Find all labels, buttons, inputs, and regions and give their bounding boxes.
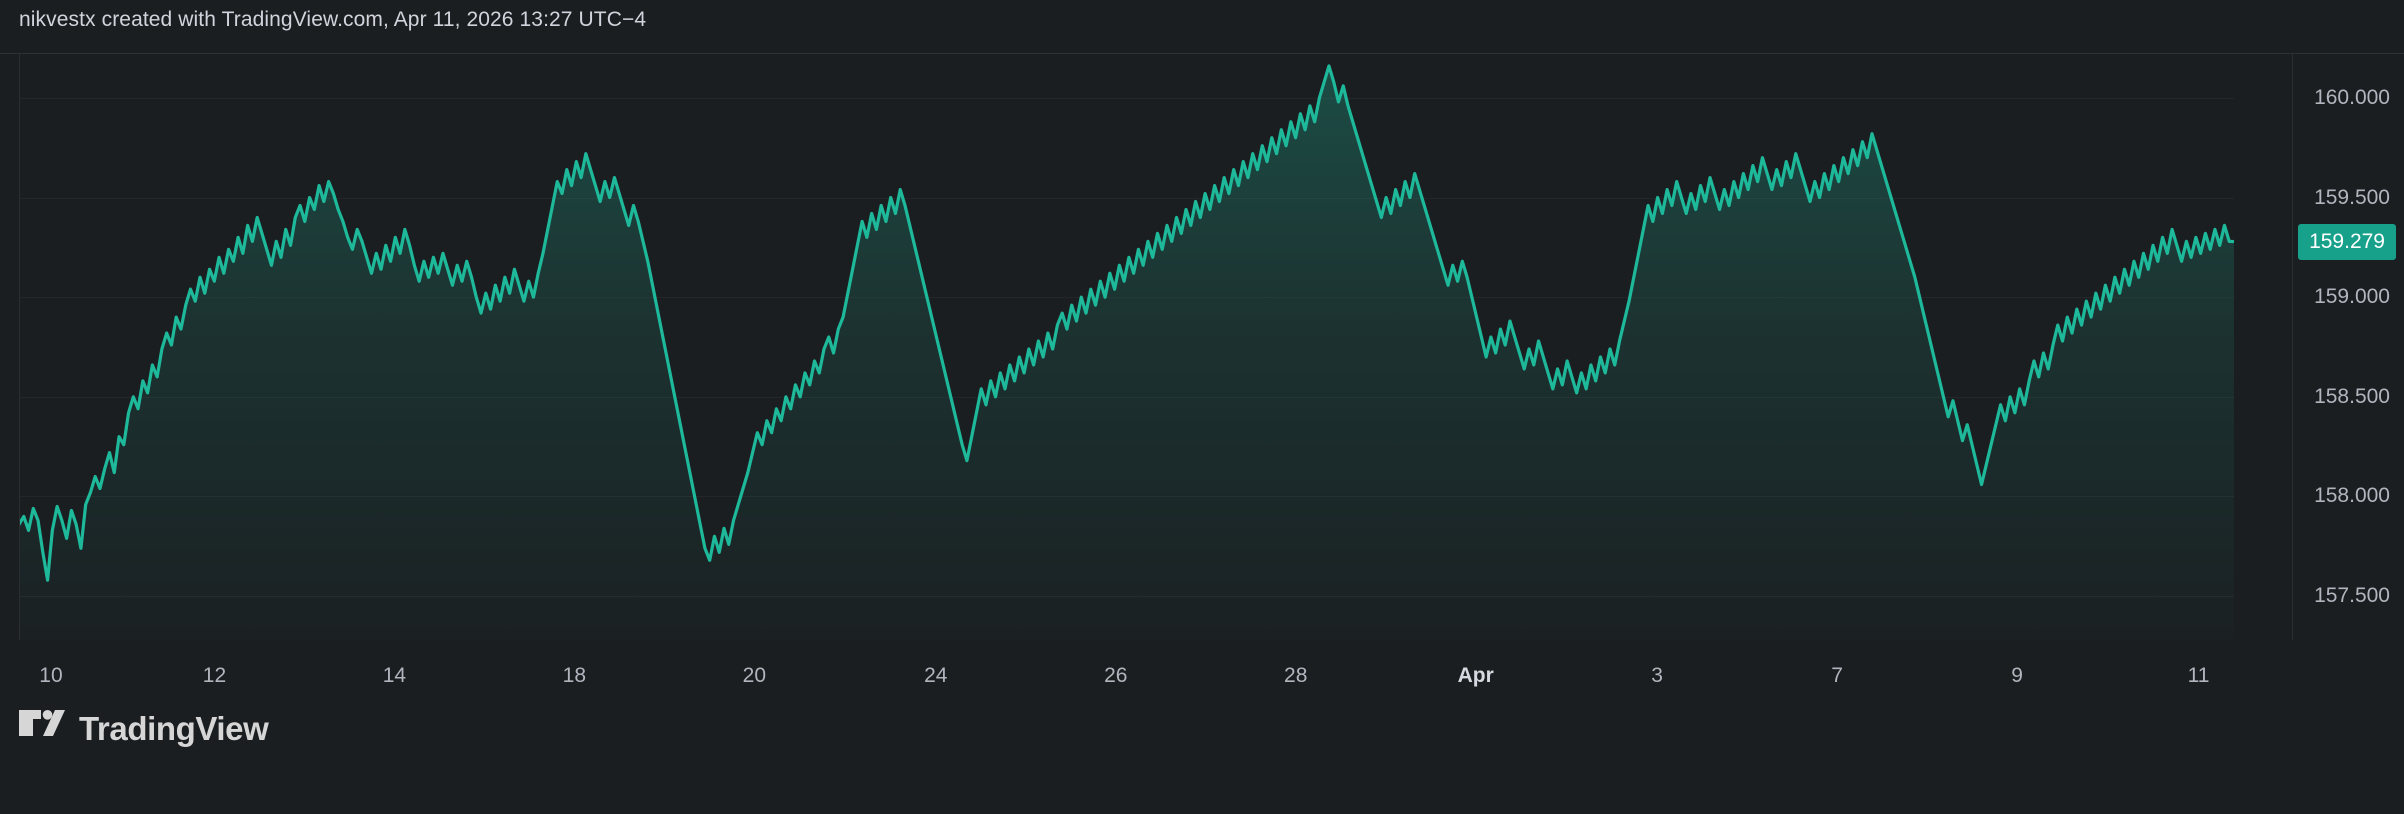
price-gridline <box>19 197 2234 199</box>
time-tick-label: 10 <box>39 664 63 687</box>
time-axis[interactable]: 10 12 14 18 20 24 26 28 Apr 3 7 9 11 <box>0 640 2404 700</box>
plot-left-border <box>19 54 20 640</box>
price-tick-label: 159.500 <box>2314 185 2390 209</box>
tradingview-wordmark: TradingView <box>79 709 269 747</box>
price-tick-label: 160.000 <box>2314 85 2390 109</box>
price-axis[interactable]: 160.000 159.500 159.000 158.500 158.000 157.5… <box>2240 54 2404 640</box>
time-tick-label: 28 <box>1284 664 1308 687</box>
time-tick-label: 11 <box>2187 664 2210 687</box>
price-area-series <box>19 64 2234 640</box>
time-tick-label: 7 <box>1831 664 1843 687</box>
time-tick-label: 18 <box>562 664 587 687</box>
time-tick-label: 14 <box>382 664 407 687</box>
price-area-fill <box>19 65 2234 640</box>
time-tick-label: 9 <box>2011 664 2023 687</box>
time-tick-label: 26 <box>1104 664 1128 687</box>
price-tick-label: 158.000 <box>2314 484 2390 508</box>
price-tick-label: 159.000 <box>2314 285 2390 309</box>
tradingview-brand: TradingView <box>19 709 269 747</box>
price-tick-label: 157.500 <box>2314 584 2390 608</box>
current-price-badge[interactable]: 159.279 <box>2298 223 2396 260</box>
chart-plot-area[interactable] <box>19 54 2234 640</box>
time-tick-label: 12 <box>202 664 227 687</box>
time-tick-label: 3 <box>1651 664 1663 687</box>
time-tick-label: Apr <box>1457 664 1494 687</box>
time-tick-label: 24 <box>924 664 948 687</box>
attribution-text: nikvestx created with TradingView.com, A… <box>19 8 647 31</box>
price-gridline <box>19 97 2234 99</box>
price-line <box>19 64 2234 582</box>
time-tick-label: 20 <box>742 664 767 687</box>
header-divider <box>0 53 2404 54</box>
price-axis-separator <box>2292 54 2293 640</box>
tradingview-logo-icon <box>19 710 65 736</box>
price-tick-label: 158.500 <box>2314 384 2390 408</box>
